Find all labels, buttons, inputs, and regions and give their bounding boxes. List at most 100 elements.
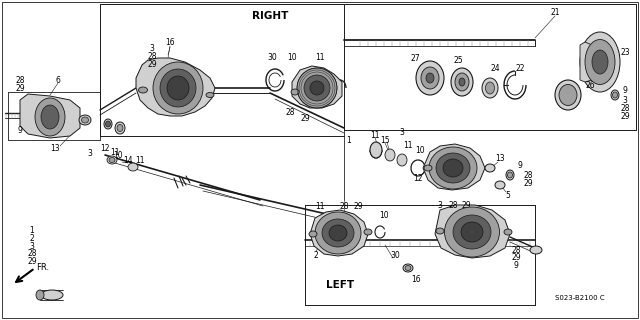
Text: 2: 2 [29,234,35,243]
Ellipse shape [424,165,432,171]
Text: 13: 13 [50,143,60,153]
Ellipse shape [436,153,470,183]
Text: 6: 6 [56,76,60,84]
Text: 28: 28 [15,76,25,84]
Text: 28: 28 [28,250,36,259]
Text: 29: 29 [147,60,157,68]
Text: 10: 10 [287,52,297,61]
Text: 21: 21 [550,7,560,17]
Text: 28: 28 [339,202,349,211]
Text: RIGHT: RIGHT [252,11,288,21]
Polygon shape [423,144,485,190]
Text: 3: 3 [623,95,627,105]
Ellipse shape [79,115,91,125]
Text: 29: 29 [523,179,533,188]
Ellipse shape [36,290,44,300]
Text: 27: 27 [410,53,420,62]
Ellipse shape [291,89,299,95]
Ellipse shape [421,67,439,89]
Ellipse shape [459,78,465,86]
Ellipse shape [35,98,65,136]
Text: FR.: FR. [36,263,49,273]
Text: 29: 29 [15,84,25,92]
Ellipse shape [405,266,411,270]
Ellipse shape [443,159,463,177]
Text: 5: 5 [506,190,511,199]
Ellipse shape [506,170,514,180]
Text: 28: 28 [511,245,521,254]
Ellipse shape [592,50,608,74]
Ellipse shape [315,212,361,254]
Ellipse shape [160,69,196,107]
Ellipse shape [304,75,330,101]
Text: 30: 30 [267,52,277,61]
Text: LEFT: LEFT [326,280,354,290]
Text: 10: 10 [379,211,389,220]
Text: 29: 29 [620,111,630,121]
Text: 11: 11 [371,131,380,140]
Ellipse shape [555,80,581,110]
Text: 29: 29 [511,253,521,262]
Ellipse shape [453,215,491,249]
Ellipse shape [612,92,618,98]
Text: 24: 24 [490,63,500,73]
Text: 23: 23 [620,47,630,57]
Ellipse shape [445,207,499,257]
Ellipse shape [109,157,115,163]
Ellipse shape [403,264,413,272]
Ellipse shape [206,92,214,98]
Text: 11: 11 [135,156,145,164]
Ellipse shape [117,124,123,132]
Text: 16: 16 [165,37,175,46]
Ellipse shape [580,32,620,92]
Ellipse shape [370,142,382,158]
Text: 11: 11 [316,52,324,61]
Text: 29: 29 [27,258,37,267]
Text: 9: 9 [17,125,22,134]
Ellipse shape [138,87,147,93]
Text: 11: 11 [403,140,413,149]
Ellipse shape [297,68,337,108]
Ellipse shape [115,122,125,134]
Text: 29: 29 [300,114,310,123]
Text: 11: 11 [316,202,324,211]
Text: 3: 3 [399,127,404,137]
Ellipse shape [559,84,577,106]
Ellipse shape [41,290,63,300]
Text: 3: 3 [88,148,92,157]
Text: 28: 28 [147,52,157,60]
Polygon shape [292,66,342,108]
Ellipse shape [329,225,347,241]
Ellipse shape [81,117,88,123]
Text: 3: 3 [29,242,35,251]
Ellipse shape [508,172,513,178]
Ellipse shape [397,154,407,166]
Text: 28: 28 [448,201,458,210]
Polygon shape [435,205,510,258]
Ellipse shape [364,229,372,235]
Ellipse shape [530,246,542,254]
Text: 28: 28 [524,171,532,180]
Ellipse shape [107,156,117,164]
Ellipse shape [41,105,59,129]
Ellipse shape [104,119,112,129]
Ellipse shape [486,82,495,94]
Text: 9: 9 [513,261,518,270]
Text: 22: 22 [515,63,525,73]
Text: 3: 3 [438,201,442,210]
Ellipse shape [482,78,498,98]
Text: 1: 1 [347,135,351,145]
Ellipse shape [451,68,473,96]
Text: 14: 14 [123,156,133,164]
Ellipse shape [310,81,324,95]
Text: 10: 10 [415,146,425,155]
Text: 10: 10 [113,150,123,159]
Ellipse shape [385,149,395,161]
Ellipse shape [504,229,512,235]
Text: 28: 28 [285,108,295,116]
Text: 29: 29 [461,201,471,210]
Text: 12: 12 [413,173,423,182]
Ellipse shape [153,62,203,114]
Ellipse shape [495,181,505,189]
Ellipse shape [455,73,469,91]
